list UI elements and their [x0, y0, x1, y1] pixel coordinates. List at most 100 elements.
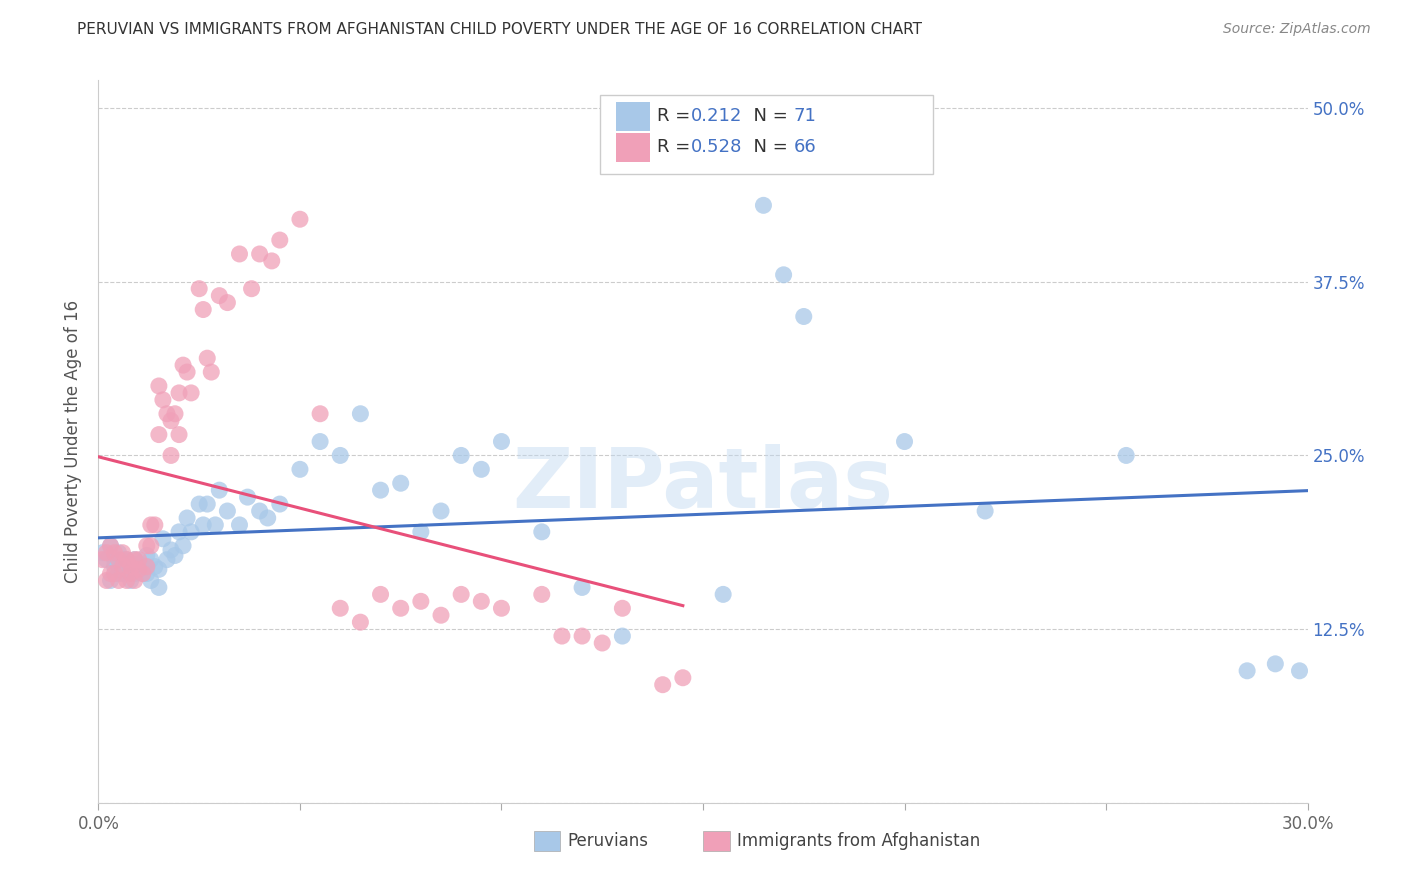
Point — [139, 539, 162, 553]
Point — [96, 574, 118, 588]
Text: 0.528: 0.528 — [690, 138, 742, 156]
Point — [491, 601, 513, 615]
Point — [309, 407, 332, 421]
Point — [100, 566, 122, 581]
Point — [228, 517, 250, 532]
Point — [1236, 664, 1258, 678]
Point — [180, 524, 202, 539]
Text: R =: R = — [657, 138, 696, 156]
Point — [711, 587, 734, 601]
Y-axis label: Child Poverty Under the Age of 16: Child Poverty Under the Age of 16 — [65, 300, 83, 583]
Point — [370, 483, 392, 498]
Point — [530, 524, 553, 539]
Point — [491, 434, 513, 449]
Text: PERUVIAN VS IMMIGRANTS FROM AFGHANISTAN CHILD POVERTY UNDER THE AGE OF 16 CORREL: PERUVIAN VS IMMIGRANTS FROM AFGHANISTAN … — [77, 22, 922, 37]
Point — [204, 517, 226, 532]
Point — [188, 497, 211, 511]
Point — [135, 566, 157, 581]
Point — [132, 566, 155, 581]
Point — [111, 559, 134, 574]
Text: Peruvians: Peruvians — [568, 832, 648, 850]
Point — [160, 542, 183, 557]
Point — [107, 566, 129, 581]
Point — [115, 552, 138, 566]
Point — [139, 517, 162, 532]
Point — [793, 310, 815, 324]
Point — [389, 601, 412, 615]
Text: N =: N = — [742, 138, 793, 156]
Point — [470, 594, 492, 608]
Point — [120, 566, 142, 581]
Point — [115, 559, 138, 574]
Point — [172, 539, 194, 553]
Point — [612, 629, 634, 643]
Point — [163, 407, 186, 421]
Point — [651, 678, 673, 692]
Point — [470, 462, 492, 476]
Point — [100, 574, 122, 588]
Point — [591, 636, 613, 650]
Point — [148, 562, 170, 576]
Point — [103, 559, 125, 574]
Point — [349, 407, 371, 421]
Point — [100, 539, 122, 553]
Text: 71: 71 — [793, 107, 817, 126]
Point — [409, 524, 432, 539]
Point — [249, 247, 271, 261]
FancyBboxPatch shape — [616, 102, 650, 131]
Point — [1288, 664, 1310, 678]
Point — [103, 566, 125, 581]
Point — [160, 414, 183, 428]
Point — [329, 449, 352, 463]
Point — [128, 562, 150, 576]
Point — [228, 247, 250, 261]
Point — [91, 552, 114, 566]
Point — [103, 552, 125, 566]
Point — [530, 587, 553, 601]
FancyBboxPatch shape — [600, 95, 932, 174]
Point — [195, 497, 218, 511]
Point — [349, 615, 371, 630]
Point — [152, 532, 174, 546]
Point — [236, 490, 259, 504]
Point — [208, 288, 231, 302]
Point — [160, 449, 183, 463]
Point — [152, 392, 174, 407]
Point — [120, 562, 142, 576]
Point — [217, 295, 239, 310]
Point — [612, 601, 634, 615]
Point — [1264, 657, 1286, 671]
Point — [772, 268, 794, 282]
Point — [107, 559, 129, 574]
Text: 0.212: 0.212 — [690, 107, 742, 126]
Point — [156, 407, 179, 421]
Point — [193, 302, 215, 317]
Point — [269, 497, 291, 511]
FancyBboxPatch shape — [703, 831, 730, 851]
Point — [450, 449, 472, 463]
Point — [167, 427, 190, 442]
Point — [240, 282, 263, 296]
FancyBboxPatch shape — [616, 133, 650, 162]
Point — [124, 566, 146, 581]
Point — [370, 587, 392, 601]
Point — [430, 504, 453, 518]
Point — [249, 504, 271, 518]
Point — [124, 552, 146, 566]
Point — [96, 552, 118, 566]
Point — [752, 198, 775, 212]
Text: 66: 66 — [793, 138, 817, 156]
Point — [176, 511, 198, 525]
Point — [571, 629, 593, 643]
Point — [143, 559, 166, 574]
Point — [143, 517, 166, 532]
Point — [200, 365, 222, 379]
Point — [100, 539, 122, 553]
Text: R =: R = — [657, 107, 696, 126]
Point — [128, 552, 150, 566]
Point — [135, 539, 157, 553]
Point — [132, 559, 155, 574]
Point — [672, 671, 695, 685]
Point — [115, 552, 138, 566]
Point — [269, 233, 291, 247]
